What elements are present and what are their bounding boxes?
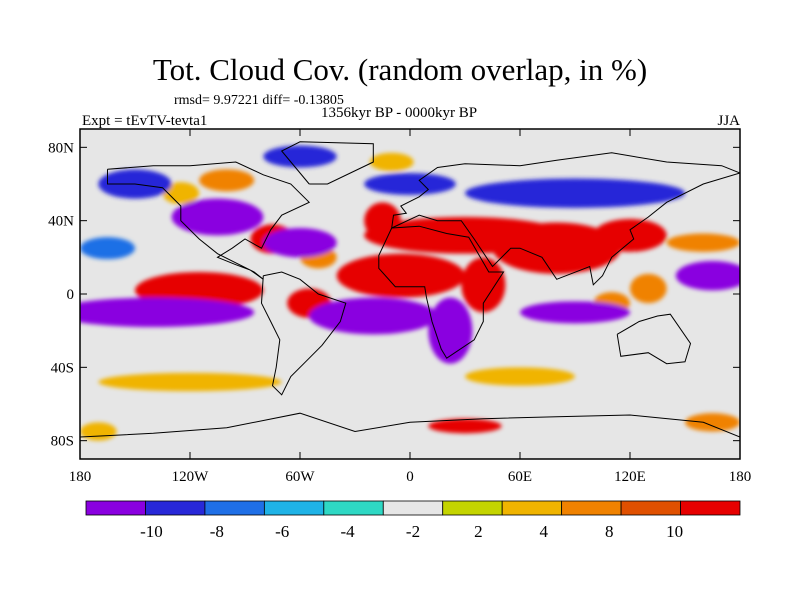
time-period-label: 1356kyr BP - 0000kyr BP	[321, 105, 478, 121]
colorbar-swatch	[501, 500, 563, 516]
x-tick-label: 180	[69, 469, 92, 485]
anomaly-region	[80, 237, 135, 260]
anomaly-region	[80, 297, 255, 327]
colorbar-swatch	[85, 500, 146, 516]
anomaly-field	[80, 145, 740, 441]
anomaly-region	[364, 173, 456, 195]
coastline	[616, 313, 692, 365]
coastline	[378, 225, 505, 359]
colorbar-swatch	[145, 500, 206, 516]
coastline	[391, 152, 740, 286]
map-title: Tot. Cloud Cov. (random overlap, in %)	[152, 52, 648, 87]
anomaly-region	[171, 198, 264, 236]
anomaly-region	[162, 182, 200, 205]
anomaly-region	[465, 367, 575, 386]
coastline	[80, 412, 740, 438]
rmsd-diff-stats: rmsd= 9.97221 diff= -0.13805	[174, 93, 344, 108]
anomaly-region	[199, 169, 255, 192]
anomaly-region	[80, 422, 117, 441]
anomaly-region	[520, 301, 630, 324]
anomaly-region	[492, 222, 621, 274]
anomaly-region	[428, 418, 502, 434]
anomaly-region	[369, 152, 414, 172]
colorbar: -10 -8 -6 -4 -2 2 4 8 10	[85, 500, 741, 541]
x-tick-label: 60W	[285, 469, 315, 485]
x-tick-label: 0	[406, 469, 414, 485]
x-tick-label: 180	[729, 469, 752, 485]
coastline	[260, 271, 347, 396]
colorbar-swatch	[680, 500, 741, 516]
colorbar-swatch	[620, 500, 681, 516]
anomaly-region	[685, 413, 740, 432]
coastline	[280, 141, 374, 185]
y-tick-label: 0	[67, 287, 75, 303]
anomaly-region	[263, 145, 337, 168]
anomaly-region	[666, 233, 740, 252]
x-tick-label: 120W	[172, 469, 210, 485]
coastlines	[80, 141, 740, 438]
x-tick-label: 60E	[508, 469, 532, 485]
y-tick-label: 80S	[51, 434, 74, 450]
colorbar-label: -6	[275, 522, 289, 541]
coastline	[107, 161, 311, 280]
x-tick-label: 120E	[614, 469, 646, 485]
anomaly-region	[675, 261, 740, 291]
anomaly-region	[461, 257, 506, 313]
colorbar-swatch	[263, 500, 325, 516]
colorbar-swatch	[204, 500, 265, 516]
anomaly-region	[336, 253, 465, 298]
anomaly-region	[593, 218, 667, 252]
colorbar-swatch	[323, 500, 384, 516]
anomaly-region	[98, 372, 282, 392]
anomaly-region	[428, 297, 473, 364]
colorbar-label: -4	[341, 522, 356, 541]
anomaly-region	[630, 273, 667, 304]
colorbar-swatch	[382, 500, 444, 516]
colorbar-label: -8	[210, 522, 224, 541]
anomaly-region	[263, 228, 337, 258]
colorbar-swatch	[442, 500, 503, 516]
y-tick-label: 40N	[48, 214, 74, 230]
colorbar-label: -2	[406, 522, 420, 541]
anomaly-region	[309, 297, 438, 335]
colorbar-label: 8	[605, 522, 614, 541]
y-tick-label: 80N	[48, 140, 74, 156]
season-label: JJA	[717, 113, 740, 129]
colorbar-swatch	[561, 500, 622, 516]
map-axes: 180 120W 60W 0 60E 120E 180 80N 40N 0 40S 80S	[48, 129, 751, 485]
colorbar-label: 10	[666, 522, 683, 541]
colorbar-label: 4	[540, 522, 549, 541]
colorbar-label: -10	[140, 522, 163, 541]
anomaly-region	[465, 178, 685, 208]
anomaly-region	[364, 202, 401, 240]
y-tick-label: 40S	[51, 360, 74, 376]
experiment-label: Expt = tEvTV-tevta1	[82, 113, 208, 129]
colorbar-label: 2	[474, 522, 483, 541]
